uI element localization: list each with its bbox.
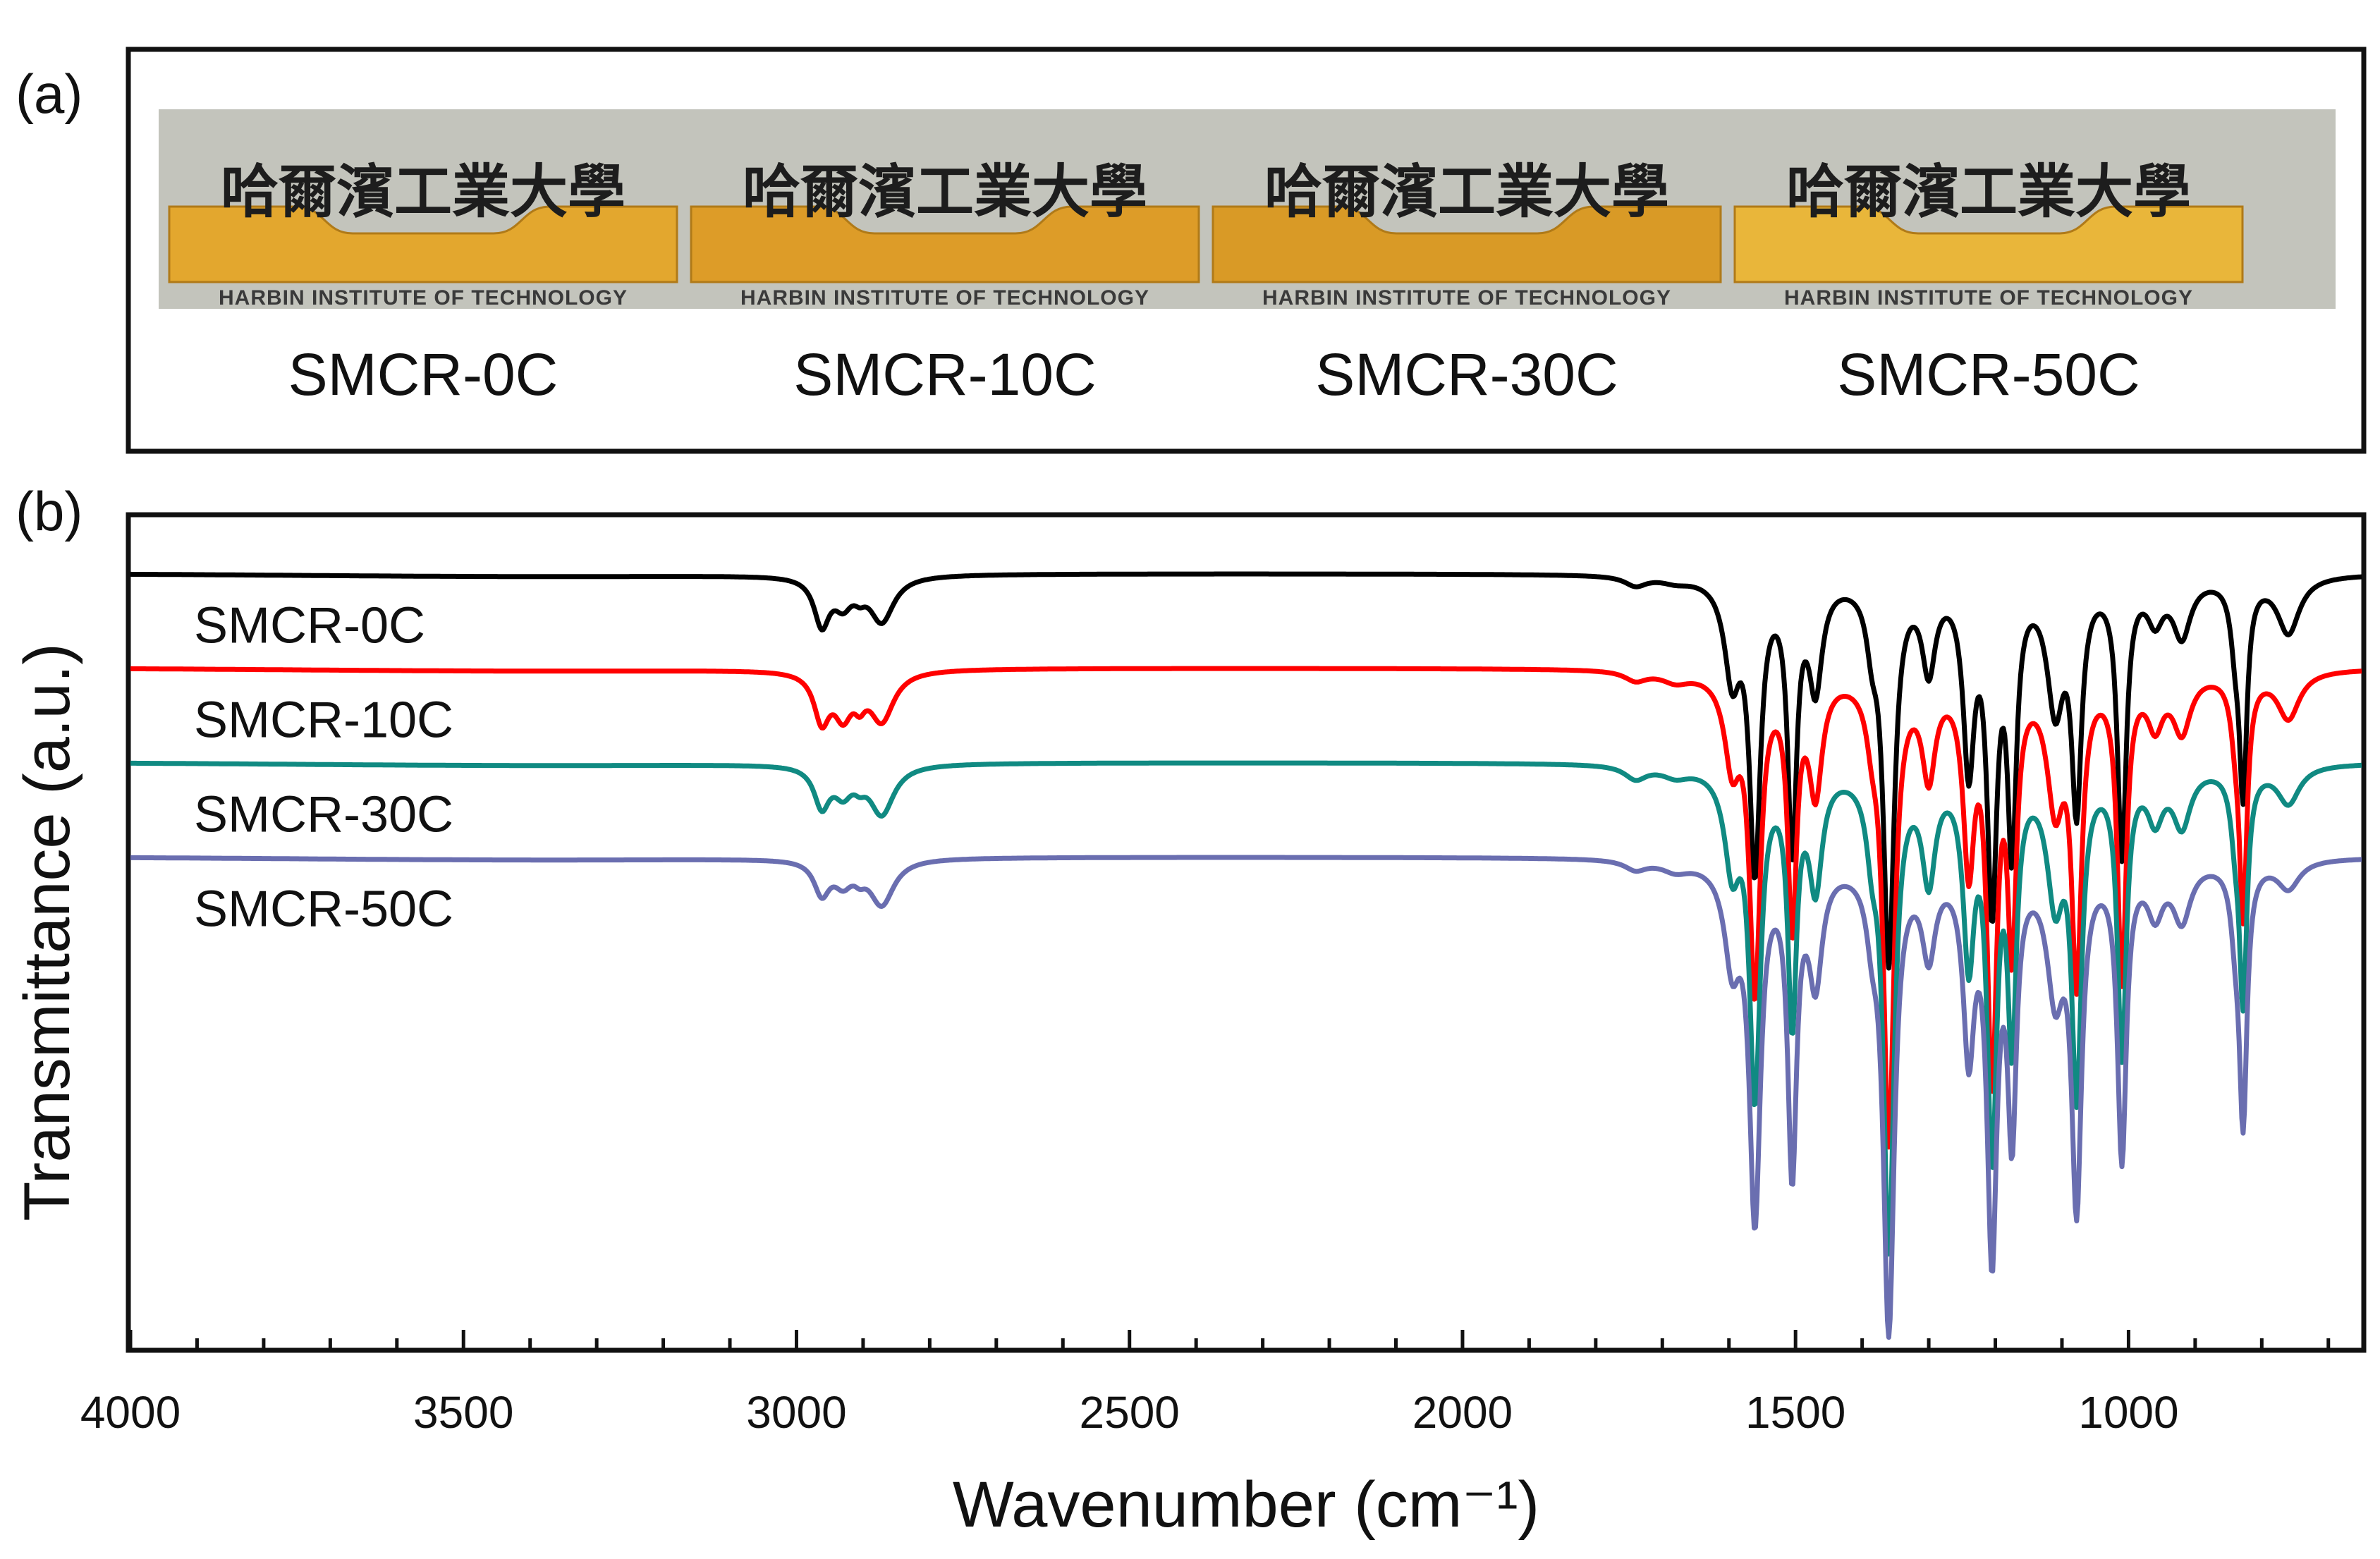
series-line-smcr-30c: [129, 760, 2363, 1257]
x-tick-label: 3000: [746, 1387, 846, 1438]
x-axis-title: Wavenumber (cm⁻¹): [953, 1469, 1539, 1541]
sample-strip-2: 哈爾濱工業大學 HARBIN INSTITUTE OF TECHNOLOGY: [690, 158, 1200, 310]
logo-text-cn: 哈爾濱工業大學: [221, 158, 625, 226]
specimen-shape: [1733, 205, 2244, 283]
sample-label: SMCR-50C: [1837, 341, 2140, 408]
logo-text-cn: 哈爾濱工業大學: [1264, 158, 1669, 226]
specimen-shape: [1212, 205, 1722, 283]
x-axis-ticks: 4000 3500 3000 2500 2000 1500 1000: [80, 1330, 2331, 1438]
series-label-smcr-50c: SMCR-50C: [194, 881, 453, 937]
x-tick-label: 2500: [1080, 1387, 1180, 1438]
logo-text-cn: 哈爾濱工業大學: [1786, 158, 2191, 226]
logo-text-en: HARBIN INSTITUTE OF TECHNOLOGY: [219, 286, 628, 310]
spectra-curves: [129, 571, 2363, 1340]
series-label-smcr-0c: SMCR-0C: [194, 597, 425, 654]
series-line-smcr-50c: [129, 855, 2363, 1340]
specimen-shape: [168, 205, 678, 283]
sample-strip-3: 哈爾濱工業大學 HARBIN INSTITUTE OF TECHNOLOGY: [1212, 158, 1722, 310]
specimen-shape: [690, 205, 1200, 283]
series-line-smcr-10c: [129, 666, 2363, 1150]
series-label-smcr-10c: SMCR-10C: [194, 692, 453, 748]
x-tick-label: 4000: [80, 1387, 181, 1438]
sample-labels: SMCR-0C SMCR-10C SMCR-30C SMCR-50C: [288, 341, 2140, 408]
sample-strip-4: 哈爾濱工業大學 HARBIN INSTITUTE OF TECHNOLOGY: [1733, 158, 2244, 310]
plot-frame: [126, 512, 2367, 1353]
panel-a-label: (a): [16, 63, 83, 125]
logo-text-en: HARBIN INSTITUTE OF TECHNOLOGY: [1784, 286, 2193, 310]
logo-text-en: HARBIN INSTITUTE OF TECHNOLOGY: [740, 286, 1149, 310]
sample-label: SMCR-10C: [793, 341, 1096, 408]
x-tick-label: 1000: [2078, 1387, 2178, 1438]
sample-strip-1: 哈爾濱工業大學 HARBIN INSTITUTE OF TECHNOLOGY: [168, 158, 678, 310]
x-tick-label: 3500: [413, 1387, 513, 1438]
series-label-smcr-30c: SMCR-30C: [194, 786, 453, 843]
series-labels: SMCR-0C SMCR-10C SMCR-30C SMCR-50C: [194, 597, 453, 937]
panel-a-frame: [126, 47, 2367, 454]
panel-b-label: (b): [16, 480, 83, 542]
x-tick-label: 2000: [1412, 1387, 1513, 1438]
logo-text-cn: 哈爾濱工業大學: [743, 158, 1147, 226]
logo-text-en: HARBIN INSTITUTE OF TECHNOLOGY: [1262, 286, 1671, 310]
sample-label: SMCR-30C: [1315, 341, 1618, 408]
y-axis-title: Transmittance (a.u.): [11, 643, 83, 1221]
x-tick-label: 1500: [1745, 1387, 1845, 1438]
series-line-smcr-0c: [129, 571, 2363, 971]
sample-label: SMCR-0C: [288, 341, 559, 408]
